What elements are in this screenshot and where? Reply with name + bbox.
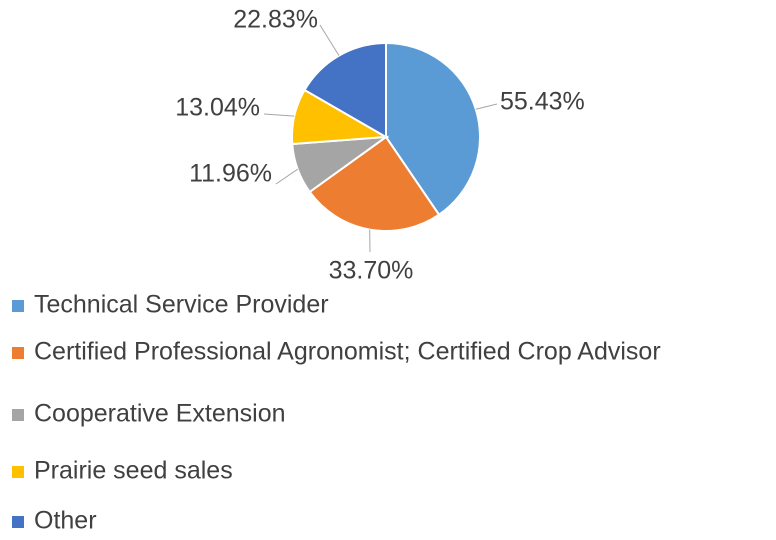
legend-label: Certified Professional Agronomist; Certi… [34, 338, 661, 366]
data-label: 22.83% [233, 6, 318, 34]
leader-line [319, 24, 340, 56]
legend-marker [12, 409, 24, 421]
legend-marker [12, 300, 24, 312]
leader-line [263, 113, 295, 117]
pie-slice [303, 41, 387, 139]
data-label: 55.43% [500, 88, 585, 116]
pie-slice [308, 135, 441, 232]
data-label: 33.70% [329, 257, 414, 285]
data-label: 13.04% [175, 94, 260, 122]
legend-label: Other [34, 507, 97, 535]
legend-label: Cooperative Extension [34, 400, 286, 428]
legend-label: Technical Service Provider [34, 291, 329, 319]
legend-marker [12, 347, 24, 359]
leader-line [275, 168, 298, 185]
legend-label: Prairie seed sales [34, 457, 233, 485]
pie-slice [385, 41, 481, 217]
data-label: 11.96% [189, 160, 272, 188]
leader-line [475, 103, 498, 110]
legend-marker [12, 466, 24, 478]
legend-marker [12, 516, 24, 528]
